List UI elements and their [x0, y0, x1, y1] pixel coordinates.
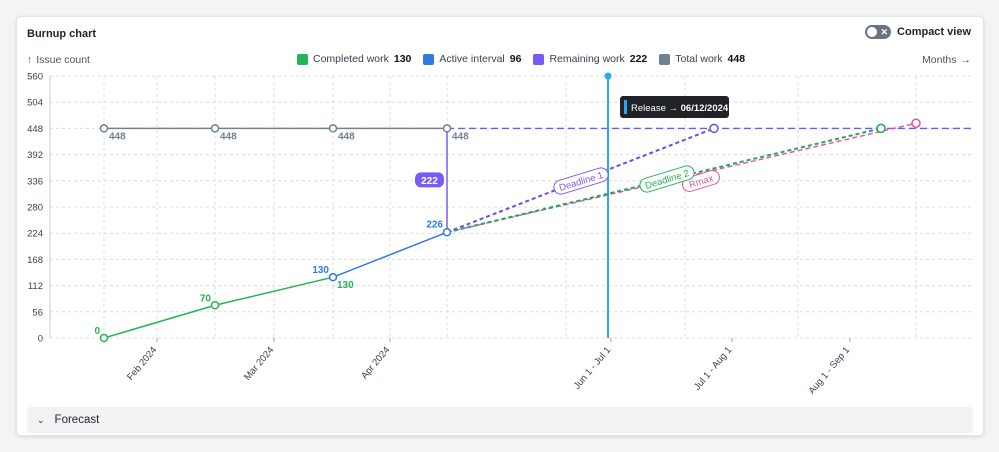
y-tick-label: 560 — [27, 72, 43, 83]
y-tick-label: 56 — [32, 307, 43, 318]
y-tick-label: 168 — [27, 255, 43, 266]
x-axis-unit-selector[interactable]: Months → — [922, 54, 971, 66]
release-tooltip-text: Release → 06/12/2024 — [631, 103, 729, 114]
total-work-point — [442, 124, 452, 133]
completed-work-point — [210, 301, 220, 310]
release-tooltip-bg — [620, 96, 729, 118]
forecast-section-header[interactable]: ⌄ Forecast — [27, 407, 973, 433]
chart-title: Burnup chart — [27, 28, 97, 40]
completed-work-label: 130 — [337, 280, 354, 291]
release-tooltip-accent — [624, 100, 627, 114]
legend-item-completed[interactable]: Completed work 130 — [297, 53, 411, 65]
legend-label: Remaining work — [549, 53, 625, 65]
legend-swatch — [297, 53, 308, 65]
deadline-1-pill: Deadline 1 — [553, 167, 609, 195]
y-tick-label: 336 — [27, 176, 43, 187]
x-tick-label: Jul 1 - Aug 1 — [692, 345, 734, 393]
deadline-2-pill-bg — [639, 165, 695, 193]
completed-work-label: 70 — [200, 293, 212, 304]
y-tick-label: 112 — [28, 281, 43, 292]
y-tick-label: 224 — [27, 229, 43, 240]
total-work-point — [210, 124, 220, 133]
total-work-label: 448 — [109, 131, 126, 142]
forecast-label: Forecast — [54, 414, 100, 426]
y-tick-label: 280 — [27, 203, 43, 214]
x-tick-label: Aug 1 - Sep 1 — [807, 345, 853, 397]
compact-view-toggle[interactable]: ✕ Compact view — [865, 25, 971, 39]
arrow-right-icon: → — [960, 54, 972, 66]
legend-item-active[interactable]: Active interval 96 — [423, 53, 521, 65]
deadline-1-pill-bg — [553, 167, 609, 195]
legend-swatch — [423, 53, 435, 65]
remaining-work-badge — [415, 172, 444, 188]
rmax-pill-bg — [682, 169, 720, 193]
active-interval-label: 226 — [426, 219, 443, 230]
total-work-label: 448 — [338, 131, 355, 142]
legend-value: 222 — [629, 53, 648, 65]
legend-swatch — [533, 53, 545, 65]
legend-label: Active interval — [439, 53, 505, 65]
total-work-label: 448 — [452, 131, 469, 142]
active-interval-point — [442, 228, 452, 237]
close-icon: ✕ — [880, 27, 889, 37]
x-tick-label: Mar 2024 — [242, 345, 276, 383]
active-interval-line — [332, 231, 448, 278]
legend-item-total[interactable]: Total work 448 — [659, 53, 745, 65]
legend-label: Completed work — [313, 53, 389, 65]
burnup-card: Burnup chart ✕ Compact view ↑ Issue coun… — [16, 16, 984, 436]
chevron-down-icon: ⌄ — [37, 414, 45, 425]
release-tooltip: Release → 06/12/2024 — [620, 96, 729, 118]
burnup-chart-svg: 0 56 112 168 224 280 336 392 448 504 560 Feb 2024 Ma… — [27, 72, 972, 397]
legend-item-remaining[interactable]: Remaining work 222 — [533, 53, 647, 65]
remaining-work-value: 222 — [421, 176, 438, 187]
y-tick-label: 448 — [27, 124, 43, 135]
y-axis-label: ↑ Issue count — [27, 54, 90, 66]
legend-value: 448 — [727, 53, 746, 65]
legend-value: 96 — [509, 53, 522, 65]
deadline-1-end-point — [709, 123, 719, 134]
legend-label: Total work — [675, 53, 723, 65]
x-tick-label: Jun 1 - Jul 1 — [572, 345, 614, 392]
legend-swatch — [659, 53, 671, 65]
deadline-2-forecast-line — [446, 127, 882, 234]
y-axis-label-text: Issue count — [36, 54, 90, 66]
chart-legend: Completed work 130 Active interval 96 Re… — [297, 53, 745, 65]
rmax-pill: Rmax — [682, 169, 720, 193]
total-work-label: 448 — [220, 131, 237, 142]
active-interval-label: 130 — [312, 265, 329, 276]
release-marker — [604, 72, 612, 80]
completed-work-label: 0 — [94, 326, 100, 337]
toggle-knob — [867, 27, 878, 37]
completed-work-point — [99, 333, 109, 343]
total-work-point — [99, 124, 109, 133]
total-work-point — [328, 124, 338, 133]
compact-view-label: Compact view — [897, 26, 971, 38]
toggle-switch[interactable]: ✕ — [865, 25, 892, 39]
arrow-up-icon: ↑ — [27, 54, 33, 66]
completed-work-point — [328, 272, 338, 282]
deadline-2-end-point — [876, 123, 886, 134]
rmax-end-point — [911, 118, 921, 129]
legend-value: 130 — [393, 53, 412, 65]
x-tick-label: Feb 2024 — [125, 345, 159, 383]
y-tick-label: 392 — [27, 150, 43, 161]
y-tick-label: 0 — [38, 334, 43, 345]
y-tick-label: 504 — [27, 98, 43, 109]
x-axis-label-text: Months — [922, 54, 957, 66]
x-tick-label: Apr 2024 — [359, 345, 392, 382]
